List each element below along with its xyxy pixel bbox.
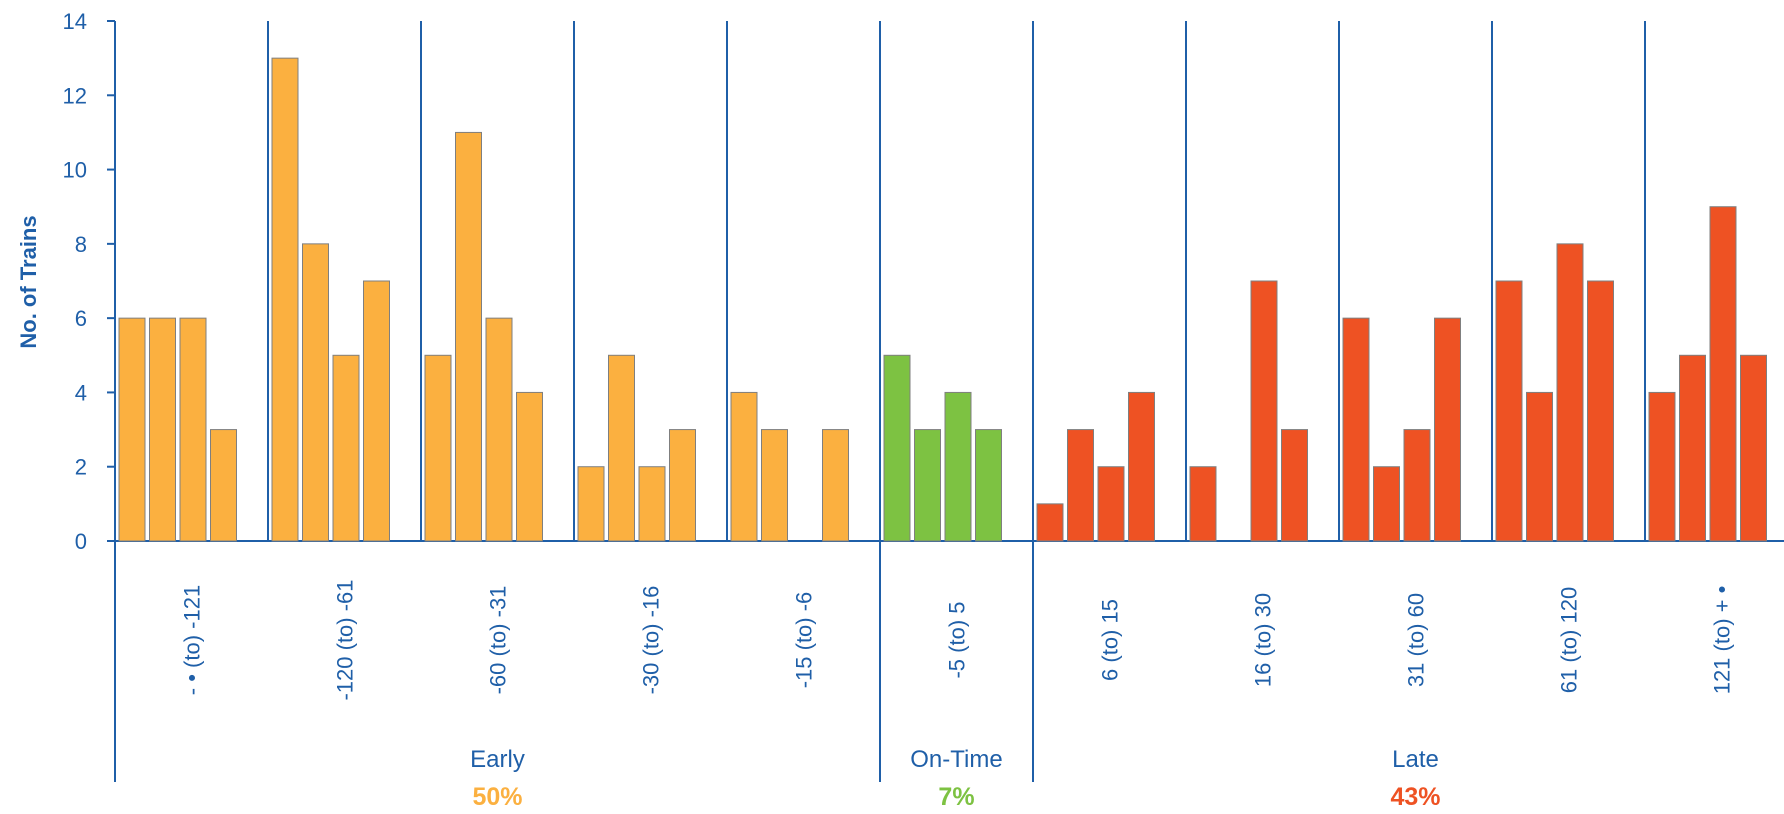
y-tick-label: 8 [75, 232, 87, 257]
bar [1495, 280, 1523, 542]
group-percentage: 50% [472, 783, 522, 811]
bar [1587, 280, 1614, 542]
x-tick-label: -5 (to) 5 [945, 601, 970, 678]
bar [638, 466, 666, 542]
group-label: Late [1392, 746, 1439, 773]
bar [1373, 466, 1400, 542]
bar [1281, 429, 1308, 542]
bar [1679, 354, 1706, 542]
bar [1556, 243, 1584, 542]
bar [485, 317, 513, 542]
x-tick-label: 61 (to) 120 [1557, 587, 1582, 693]
y-axis-title: No. of Trains [16, 215, 41, 348]
y-tick-label: 10 [63, 158, 87, 183]
bar [883, 354, 911, 542]
x-tick-label: 31 (to) 60 [1404, 593, 1429, 687]
bar [302, 243, 329, 542]
bar [271, 57, 299, 542]
bar [1189, 466, 1217, 542]
x-tick-label: 16 (to) 30 [1251, 593, 1276, 687]
bar [332, 354, 360, 542]
bar [1128, 391, 1155, 542]
bar [669, 429, 696, 542]
bar [1067, 429, 1094, 542]
bar [730, 391, 758, 542]
bar [1648, 391, 1676, 542]
bar [1342, 317, 1370, 542]
y-tick-label: 2 [75, 455, 87, 480]
bar [914, 429, 941, 542]
x-tick-label: 121 (to) + • [1710, 586, 1735, 695]
x-tick-label: -30 (to) -16 [639, 586, 664, 695]
x-tick-label: -120 (to) -61 [333, 579, 358, 700]
group-percentage: 7% [938, 783, 974, 811]
group-label: On-Time [910, 746, 1002, 773]
bar [975, 429, 1002, 542]
bar [1526, 391, 1553, 542]
y-tick-label: 14 [63, 9, 87, 34]
y-tick-label: 0 [75, 529, 87, 554]
bar [577, 466, 605, 542]
group-label: Early [470, 746, 525, 773]
bar [210, 429, 237, 542]
axis-layer [107, 20, 1784, 782]
y-tick-label: 6 [75, 306, 87, 331]
y-tick-label: 4 [75, 380, 87, 405]
bar [118, 317, 146, 542]
bar [1097, 466, 1125, 542]
x-tick-label: -60 (to) -31 [486, 586, 511, 695]
x-tick-label: -15 (to) -6 [792, 592, 817, 689]
label-layer: 0 2 4 6 8 10 12 14 - • (to) -121 -120 (to) -61 -60… [63, 9, 1735, 811]
bar [1709, 206, 1737, 542]
bar [1740, 354, 1767, 542]
bar [761, 429, 788, 542]
bar [1434, 317, 1461, 542]
bar [1403, 429, 1431, 542]
bar [1036, 503, 1064, 542]
bar [179, 317, 207, 542]
bar [149, 317, 176, 542]
bar [944, 391, 972, 542]
group-percentage: 43% [1390, 783, 1440, 811]
bar [516, 391, 543, 542]
bar [822, 429, 849, 542]
bar-layer [118, 57, 1767, 542]
bar [363, 280, 390, 542]
bar [608, 354, 635, 542]
x-tick-label: - • (to) -121 [180, 585, 205, 695]
bar [424, 354, 452, 542]
y-tick-label: 12 [63, 83, 87, 108]
x-tick-label: 6 (to) 15 [1098, 599, 1123, 681]
bar [455, 131, 482, 542]
bar [1250, 280, 1278, 542]
